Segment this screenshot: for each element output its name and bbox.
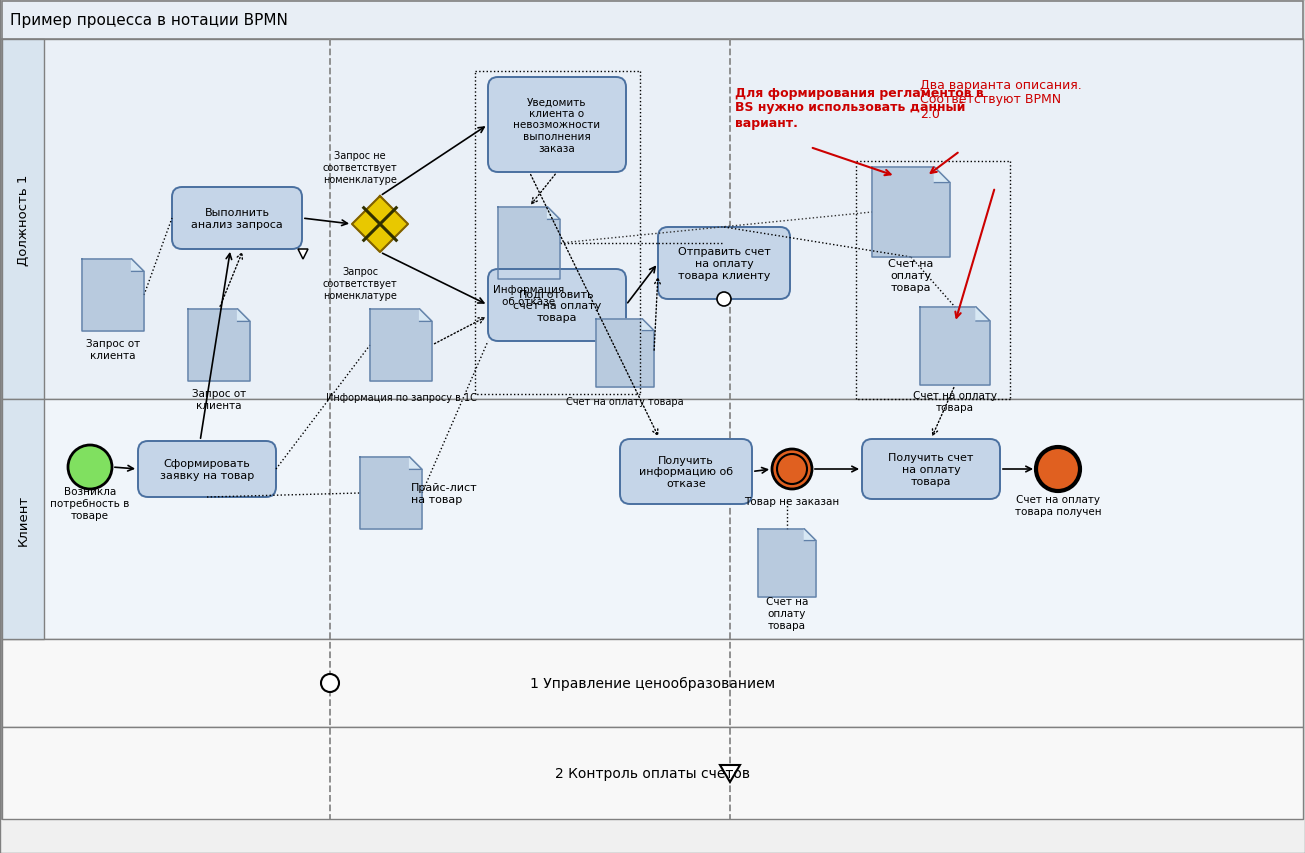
Polygon shape bbox=[352, 197, 408, 252]
Text: Запрос от
клиента: Запрос от клиента bbox=[86, 339, 140, 360]
FancyBboxPatch shape bbox=[488, 78, 626, 173]
Text: Счет на оплату товара: Счет на оплату товара bbox=[566, 397, 684, 407]
Polygon shape bbox=[420, 310, 432, 322]
Text: Получить
информацию об
отказе: Получить информацию об отказе bbox=[639, 456, 733, 489]
Text: 1 Управление ценообразованием: 1 Управление ценообразованием bbox=[530, 676, 775, 690]
Text: Сформировать
заявку на товар: Сформировать заявку на товар bbox=[161, 459, 254, 480]
Text: Для формирования регламентов в
BS нужно использовать данный
вариант.: Для формирования регламентов в BS нужно … bbox=[735, 86, 984, 130]
Bar bbox=[3, 40, 44, 399]
Bar bbox=[3, 399, 44, 639]
Bar bbox=[3, 40, 1302, 399]
Text: Запрос от
клиента: Запрос от клиента bbox=[192, 389, 247, 410]
Text: 2 Контроль оплаты счетов: 2 Контроль оплаты счетов bbox=[555, 766, 750, 780]
Text: Счет на
оплату
товара: Счет на оплату товара bbox=[766, 597, 808, 630]
Text: Получить счет
на оплату
товара: Получить счет на оплату товара bbox=[889, 453, 974, 486]
Bar bbox=[3, 639, 1302, 727]
Text: Подготовить
счет на оплату
товара: Подготовить счет на оплату товара bbox=[513, 289, 602, 322]
Circle shape bbox=[1036, 448, 1081, 491]
Text: Информация
об отказе: Информация об отказе bbox=[493, 285, 565, 306]
FancyBboxPatch shape bbox=[863, 439, 1000, 499]
Circle shape bbox=[776, 455, 806, 485]
Polygon shape bbox=[188, 310, 251, 381]
Bar bbox=[3, 399, 1302, 639]
Circle shape bbox=[716, 293, 731, 306]
Polygon shape bbox=[410, 457, 422, 470]
Text: Должность 1: Должность 1 bbox=[17, 174, 30, 265]
Polygon shape bbox=[360, 457, 422, 530]
Text: Запрос не
соответствует
номенклатуре: Запрос не соответствует номенклатуре bbox=[322, 151, 398, 184]
Text: Выполнить
анализ запроса: Выполнить анализ запроса bbox=[191, 208, 283, 229]
Text: Счет на оплату
товара получен: Счет на оплату товара получен bbox=[1015, 495, 1101, 516]
Polygon shape bbox=[920, 308, 990, 386]
Text: Уведомить
клиента о
невозможности
выполнения
заказа: Уведомить клиента о невозможности выполн… bbox=[513, 97, 600, 154]
FancyBboxPatch shape bbox=[172, 188, 301, 250]
Polygon shape bbox=[298, 250, 308, 259]
Text: Товар не заказан: Товар не заказан bbox=[744, 496, 839, 507]
Polygon shape bbox=[758, 530, 816, 597]
Text: Прайс-лист
на товар: Прайс-лист на товар bbox=[411, 483, 478, 504]
Polygon shape bbox=[499, 208, 560, 280]
Bar bbox=[3, 2, 1302, 40]
Polygon shape bbox=[720, 765, 740, 782]
FancyBboxPatch shape bbox=[658, 228, 790, 299]
Text: Два варианта описания.
Соответствуют BPMN
2.0: Два варианта описания. Соответствуют BPM… bbox=[920, 78, 1082, 121]
Polygon shape bbox=[976, 308, 990, 322]
Text: Информация по запросу в 1С: Информация по запросу в 1С bbox=[325, 392, 476, 403]
FancyBboxPatch shape bbox=[488, 270, 626, 341]
Text: Клиент: Клиент bbox=[17, 494, 30, 545]
Polygon shape bbox=[872, 168, 950, 258]
Bar bbox=[3, 727, 1302, 819]
Circle shape bbox=[321, 674, 339, 692]
Circle shape bbox=[68, 445, 112, 490]
Text: Запрос
соответствует
номенклатуре: Запрос соответствует номенклатуре bbox=[322, 267, 398, 300]
Circle shape bbox=[773, 450, 812, 490]
Polygon shape bbox=[132, 259, 144, 272]
Polygon shape bbox=[548, 208, 560, 220]
Polygon shape bbox=[82, 259, 144, 332]
Text: Счет на оплату
товара: Счет на оплату товара bbox=[913, 391, 997, 412]
Text: Счет на
оплату
товара: Счет на оплату товара bbox=[889, 259, 933, 293]
FancyBboxPatch shape bbox=[138, 442, 275, 497]
FancyBboxPatch shape bbox=[620, 439, 752, 504]
Text: Пример процесса в нотации BPMN: Пример процесса в нотации BPMN bbox=[10, 14, 288, 28]
Polygon shape bbox=[934, 168, 950, 183]
Polygon shape bbox=[596, 320, 654, 387]
Text: Возникла
потребность в
товаре: Возникла потребность в товаре bbox=[51, 487, 129, 520]
Polygon shape bbox=[238, 310, 251, 322]
Polygon shape bbox=[371, 310, 432, 381]
Text: Отправить счет
на оплату
товара клиенту: Отправить счет на оплату товара клиенту bbox=[677, 247, 770, 281]
Polygon shape bbox=[642, 320, 654, 331]
Polygon shape bbox=[804, 530, 816, 541]
